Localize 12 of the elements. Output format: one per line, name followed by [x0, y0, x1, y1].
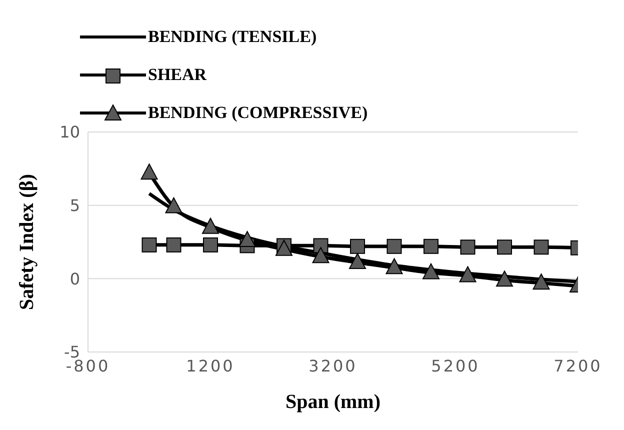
legend-label: BENDING (TENSILE)	[148, 27, 317, 47]
x-tick-label: 7200	[554, 356, 602, 376]
x-tick-label: 5200	[431, 356, 480, 376]
y-tick-label: 5	[70, 196, 80, 216]
y-tick-label: 10	[60, 122, 80, 142]
legend-label: BENDING (COMPRESSIVE)	[148, 103, 368, 123]
x-tick-label: 1200	[186, 356, 235, 376]
x-tick-label: 3200	[308, 356, 358, 376]
y-tick-label: 0	[70, 269, 80, 288]
legend-label: SHEAR	[148, 65, 207, 85]
x-axis-title: Span (mm)	[285, 391, 381, 413]
y-axis-title: Safety Index (β)	[16, 174, 38, 310]
